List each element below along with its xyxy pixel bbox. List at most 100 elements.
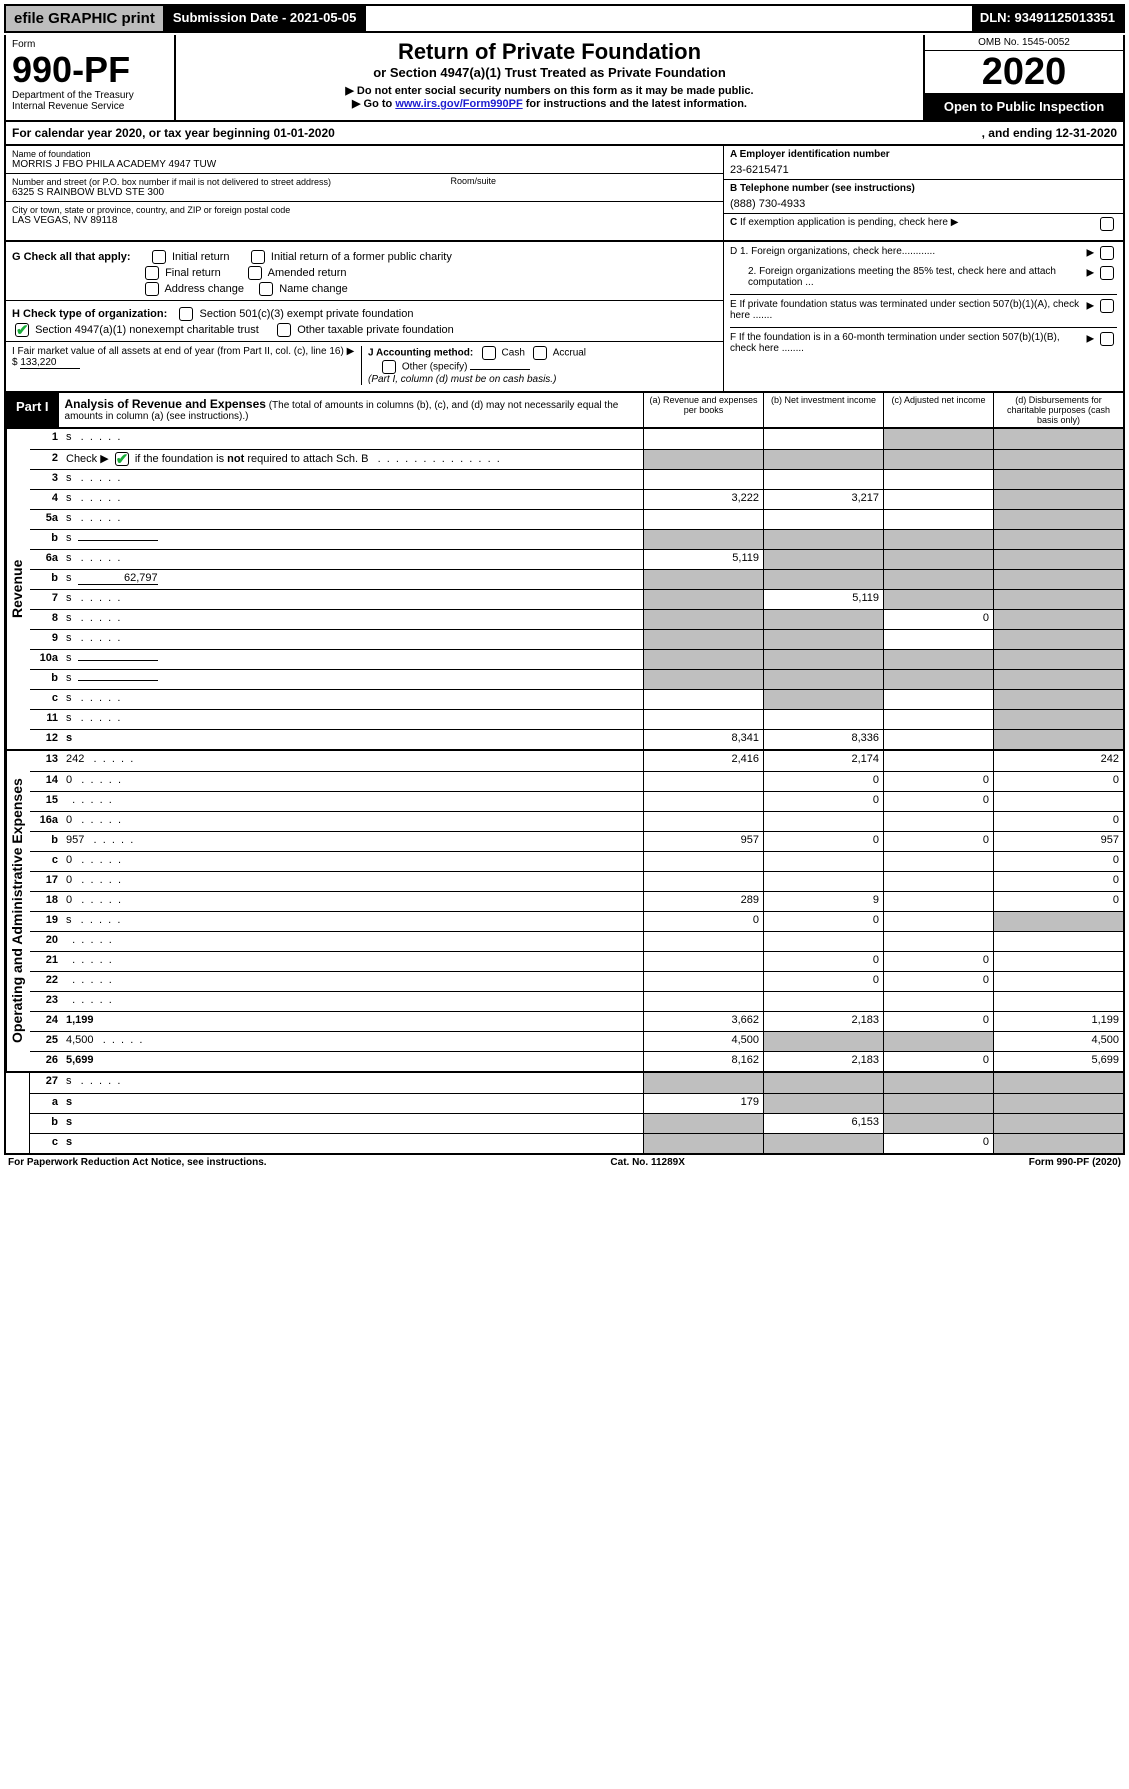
row-number: c xyxy=(30,852,62,871)
row-number: 20 xyxy=(30,932,62,951)
cell-a xyxy=(643,872,763,891)
row-number: 12 xyxy=(30,730,62,749)
calyear-right: , and ending 12-31-2020 xyxy=(982,126,1117,140)
g-final-checkbox[interactable] xyxy=(145,266,159,280)
table-row: 19s . . . . .00 xyxy=(30,911,1123,931)
cell-d xyxy=(993,470,1123,489)
instr-link[interactable]: www.irs.gov/Form990PF xyxy=(395,98,522,110)
row-number: 3 xyxy=(30,470,62,489)
cell-a xyxy=(643,972,763,991)
cell-d: 5,699 xyxy=(993,1052,1123,1071)
g-address-checkbox[interactable] xyxy=(145,282,159,296)
form-header: Form 990-PF Department of the Treasury I… xyxy=(4,35,1125,122)
footer-right: Form 990-PF (2020) xyxy=(1029,1157,1121,1168)
c-checkbox[interactable] xyxy=(1100,217,1114,231)
j-accrual-checkbox[interactable] xyxy=(533,346,547,360)
h-other-checkbox[interactable] xyxy=(277,323,291,337)
telephone: (888) 730-4933 xyxy=(730,198,1117,210)
row-number: 21 xyxy=(30,952,62,971)
h-4947-checkbox[interactable] xyxy=(15,323,29,337)
omb-number: OMB No. 1545-0052 xyxy=(925,35,1123,51)
cell-a: 8,341 xyxy=(643,730,763,749)
calendar-year-row: For calendar year 2020, or tax year begi… xyxy=(4,122,1125,146)
instr-line-2: ▶ Go to www.irs.gov/Form990PF for instru… xyxy=(184,97,915,110)
room-label: Room/suite xyxy=(451,176,497,186)
e-checkbox[interactable] xyxy=(1100,299,1114,313)
city: LAS VEGAS, NV 89118 xyxy=(12,215,717,226)
g-name-checkbox[interactable] xyxy=(259,282,273,296)
foundation-name: MORRIS J FBO PHILA ACADEMY 4947 TUW xyxy=(12,159,717,170)
row-desc: . . . . . xyxy=(62,792,643,811)
col-headers: (a) Revenue and expenses per books (b) N… xyxy=(643,393,1123,427)
cell-d xyxy=(993,650,1123,669)
spacer xyxy=(366,6,971,31)
cell-c: 0 xyxy=(883,1052,993,1071)
table-row: 4s . . . . .3,2223,217 xyxy=(30,489,1123,509)
table-row: 5as . . . . . xyxy=(30,509,1123,529)
row-desc: 1,199 xyxy=(62,1012,643,1031)
cell-a xyxy=(643,470,763,489)
g-amended-checkbox[interactable] xyxy=(248,266,262,280)
revenue-body: 1s . . . . .2Check ▶ if the foundation i… xyxy=(30,429,1123,749)
table-row: as179 xyxy=(30,1093,1123,1113)
col-d-hdr: (d) Disbursements for charitable purpose… xyxy=(993,393,1123,427)
row-desc: s . . . . . xyxy=(62,630,643,649)
cell-c xyxy=(883,730,993,749)
table-row: 8s . . . . .0 xyxy=(30,609,1123,629)
checks-left: G Check all that apply: Initial return I… xyxy=(6,242,723,391)
table-row: 12s8,3418,336 xyxy=(30,729,1123,749)
final-table: 27s . . . . .as179bs6,153cs0 xyxy=(4,1073,1125,1155)
cell-d: 0 xyxy=(993,852,1123,871)
revenue-label: Revenue xyxy=(6,429,30,749)
cell-d xyxy=(993,792,1123,811)
table-row: 20 . . . . . xyxy=(30,931,1123,951)
row-desc: 242 . . . . . xyxy=(62,751,643,771)
cell-b xyxy=(763,630,883,649)
table-row: 27s . . . . . xyxy=(30,1073,1123,1093)
row-number: 8 xyxy=(30,610,62,629)
f-checkbox[interactable] xyxy=(1100,332,1114,346)
part1-tag: Part I xyxy=(6,393,59,427)
row-desc: s xyxy=(62,1094,643,1113)
j-other-checkbox[interactable] xyxy=(382,360,396,374)
row-desc: s . . . . . xyxy=(62,690,643,709)
cell-c xyxy=(883,570,993,589)
row-number: a xyxy=(30,1094,62,1113)
cell-a xyxy=(643,630,763,649)
cell-c xyxy=(883,470,993,489)
c-label: If exemption application is pending, che… xyxy=(740,217,948,228)
cell-c xyxy=(883,912,993,931)
j-cash-checkbox[interactable] xyxy=(482,346,496,360)
row-desc: s xyxy=(62,670,643,689)
cell-a xyxy=(643,812,763,831)
table-row: 22 . . . . .00 xyxy=(30,971,1123,991)
cell-b xyxy=(763,470,883,489)
row-number: 25 xyxy=(30,1032,62,1051)
d2-checkbox[interactable] xyxy=(1100,266,1114,280)
row-number: 7 xyxy=(30,590,62,609)
g-initial-former-checkbox[interactable] xyxy=(251,250,265,264)
cell-c: 0 xyxy=(883,832,993,851)
table-row: 11s . . . . . xyxy=(30,709,1123,729)
submission-date: Submission Date - 2021-05-05 xyxy=(165,6,367,31)
expenses-label: Operating and Administrative Expenses xyxy=(6,751,30,1071)
row-desc: 0 . . . . . xyxy=(62,892,643,911)
row-number: 1 xyxy=(30,429,62,449)
cell-a xyxy=(643,570,763,589)
row-desc: . . . . . xyxy=(62,992,643,1011)
cell-d: 0 xyxy=(993,812,1123,831)
final-body: 27s . . . . .as179bs6,153cs0 xyxy=(30,1073,1123,1153)
g-initial-checkbox[interactable] xyxy=(152,250,166,264)
tel-label: B Telephone number (see instructions) xyxy=(730,183,1117,194)
row-number: b xyxy=(30,832,62,851)
id-right-col: A Employer identification number 23-6215… xyxy=(723,146,1123,240)
cell-b xyxy=(763,872,883,891)
row-number: 5a xyxy=(30,510,62,529)
d2-row: 2. Foreign organizations meeting the 85%… xyxy=(730,266,1117,288)
d1-checkbox[interactable] xyxy=(1100,246,1114,260)
final-spacer xyxy=(6,1073,30,1153)
table-row: 6as . . . . .5,119 xyxy=(30,549,1123,569)
row-number: 17 xyxy=(30,872,62,891)
cell-d xyxy=(993,670,1123,689)
h-501c3-checkbox[interactable] xyxy=(179,307,193,321)
